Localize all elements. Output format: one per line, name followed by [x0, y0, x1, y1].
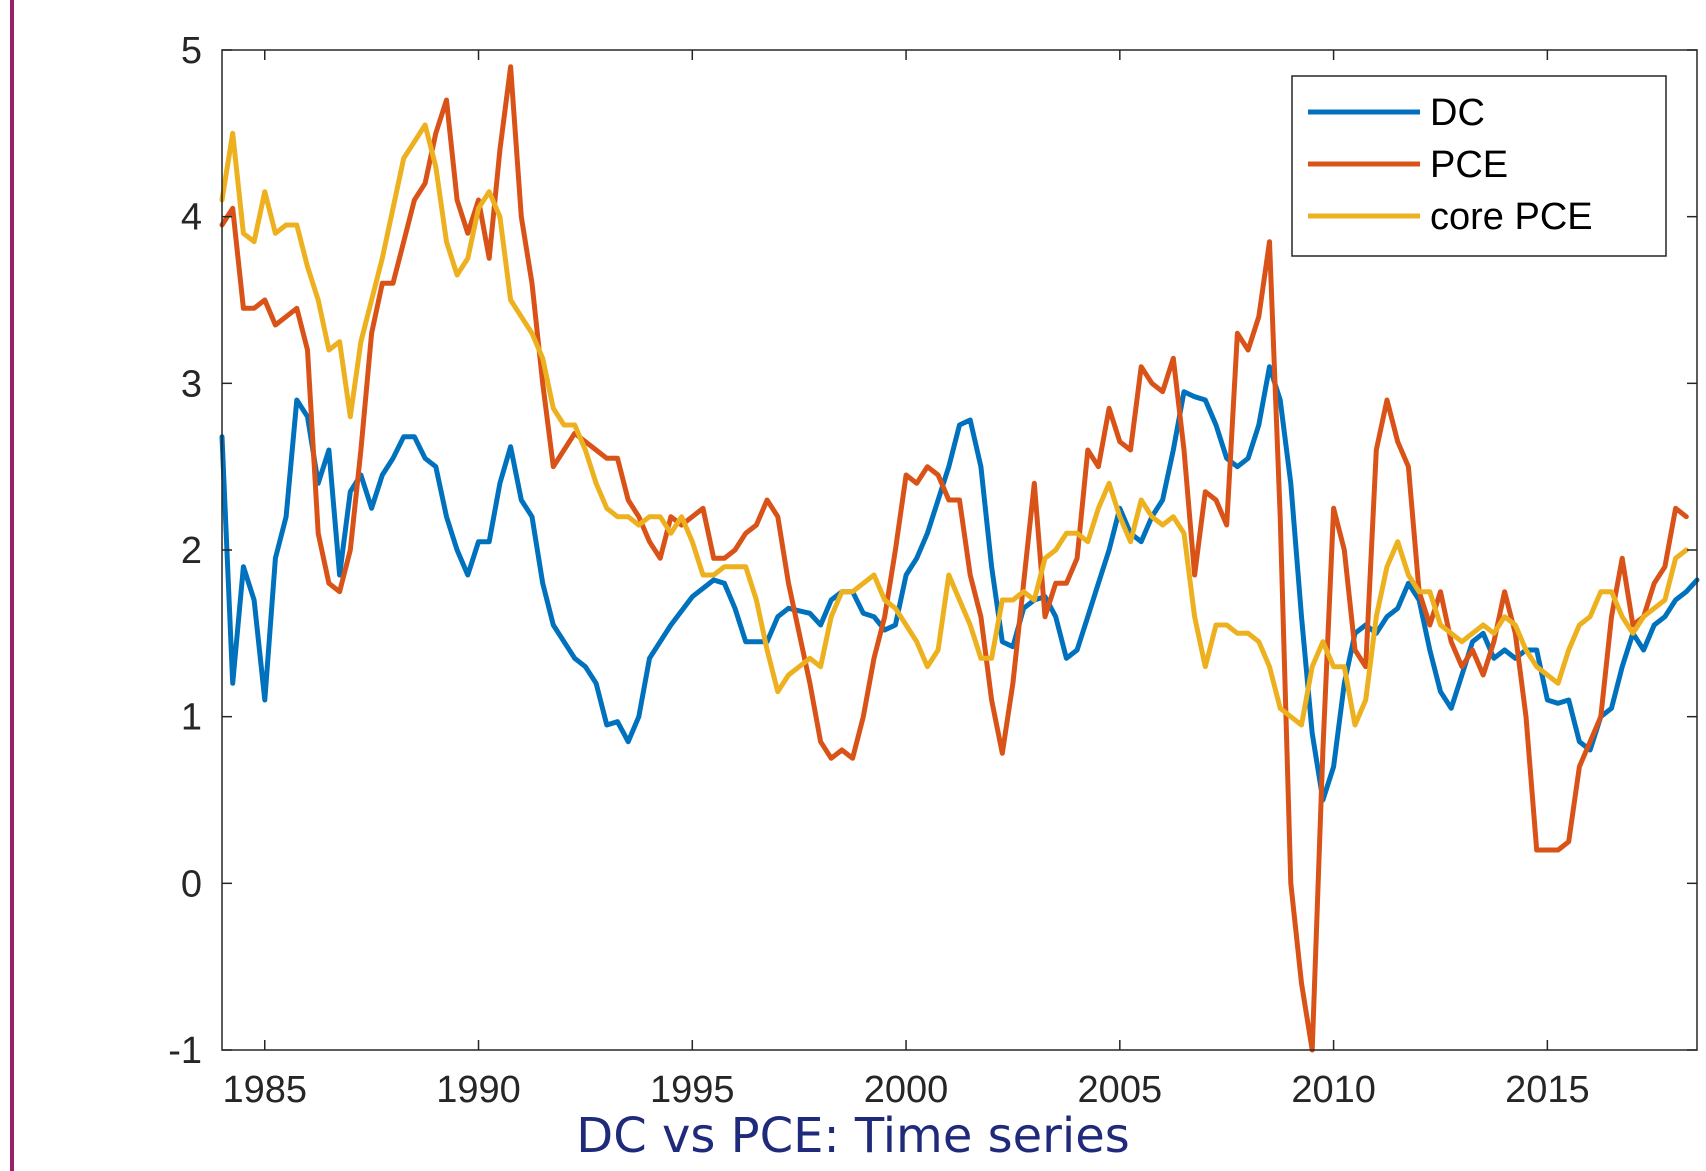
y-tick-label: 0: [181, 863, 202, 905]
x-tick-label: 1985: [222, 1069, 307, 1111]
axis-ticks: 1985 1990 1995 2000 2005 2010 2015 -1 0 1 2 3 4 5: [168, 30, 1697, 1111]
x-tick-label: 1990: [436, 1069, 521, 1111]
x-tick-label: 2000: [864, 1069, 949, 1111]
legend-label-pce: PCE: [1430, 144, 1508, 186]
y-tick-label: 1: [181, 697, 202, 739]
y-tick-label: 3: [181, 363, 202, 405]
series-line-core-pce: [219, 122, 1689, 728]
x-tick-label: 2005: [1078, 1069, 1163, 1111]
y-tick-label: -1: [168, 1030, 202, 1072]
left-accent-rule: [10, 0, 14, 1171]
y-tick-label: 2: [181, 530, 202, 572]
legend-label-dc: DC: [1430, 92, 1485, 134]
series-line-pce: [219, 64, 1689, 1053]
series-lines: [219, 64, 1700, 1053]
x-tick-label: 2010: [1291, 1069, 1376, 1111]
x-tick-label: 2015: [1505, 1069, 1590, 1111]
legend-label-core-pce: core PCE: [1430, 196, 1593, 238]
series-line-dc: [219, 364, 1700, 803]
y-tick-label: 4: [181, 197, 202, 239]
legend: DC PCE core PCE: [1291, 75, 1667, 257]
y-tick-label: 5: [181, 30, 202, 72]
chart-caption: DC vs PCE: Time series: [576, 1108, 1130, 1164]
x-tick-label: 1995: [650, 1069, 735, 1111]
